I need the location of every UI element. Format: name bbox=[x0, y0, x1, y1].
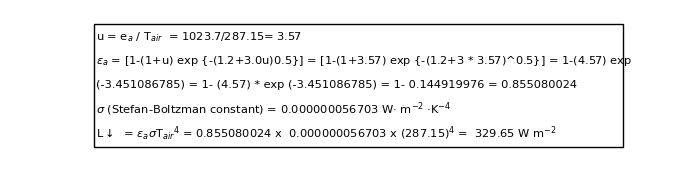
Text: (-3.451086785) = 1- (4.57) * exp (-3.451086785) = 1- 0.144919976 = 0.855080024: (-3.451086785) = 1- (4.57) * exp (-3.451… bbox=[96, 80, 577, 90]
Text: $\varepsilon_a$ = [1-(1+u) exp {-(1.2+3.0u)0.5}] = [1-(1+3.57) exp {-(1.2+3 * 3.: $\varepsilon_a$ = [1-(1+u) exp {-(1.2+3.… bbox=[96, 54, 631, 68]
Text: $\sigma$ (Stefan-Boltzman constant) = 0.000000056703 W· m$^{-2}$ ·K$^{-4}$: $\sigma$ (Stefan-Boltzman constant) = 0.… bbox=[96, 101, 451, 118]
Text: L$\downarrow$  = $\varepsilon_a$$\sigma$T$_{air}$$^4$ = 0.855080024 x  0.0000000: L$\downarrow$ = $\varepsilon_a$$\sigma$T… bbox=[96, 124, 556, 143]
Text: u = e$_a$ / T$_{air}$  = 1023.7/287.15= 3.57: u = e$_a$ / T$_{air}$ = 1023.7/287.15= 3… bbox=[96, 30, 302, 44]
FancyBboxPatch shape bbox=[94, 24, 624, 147]
